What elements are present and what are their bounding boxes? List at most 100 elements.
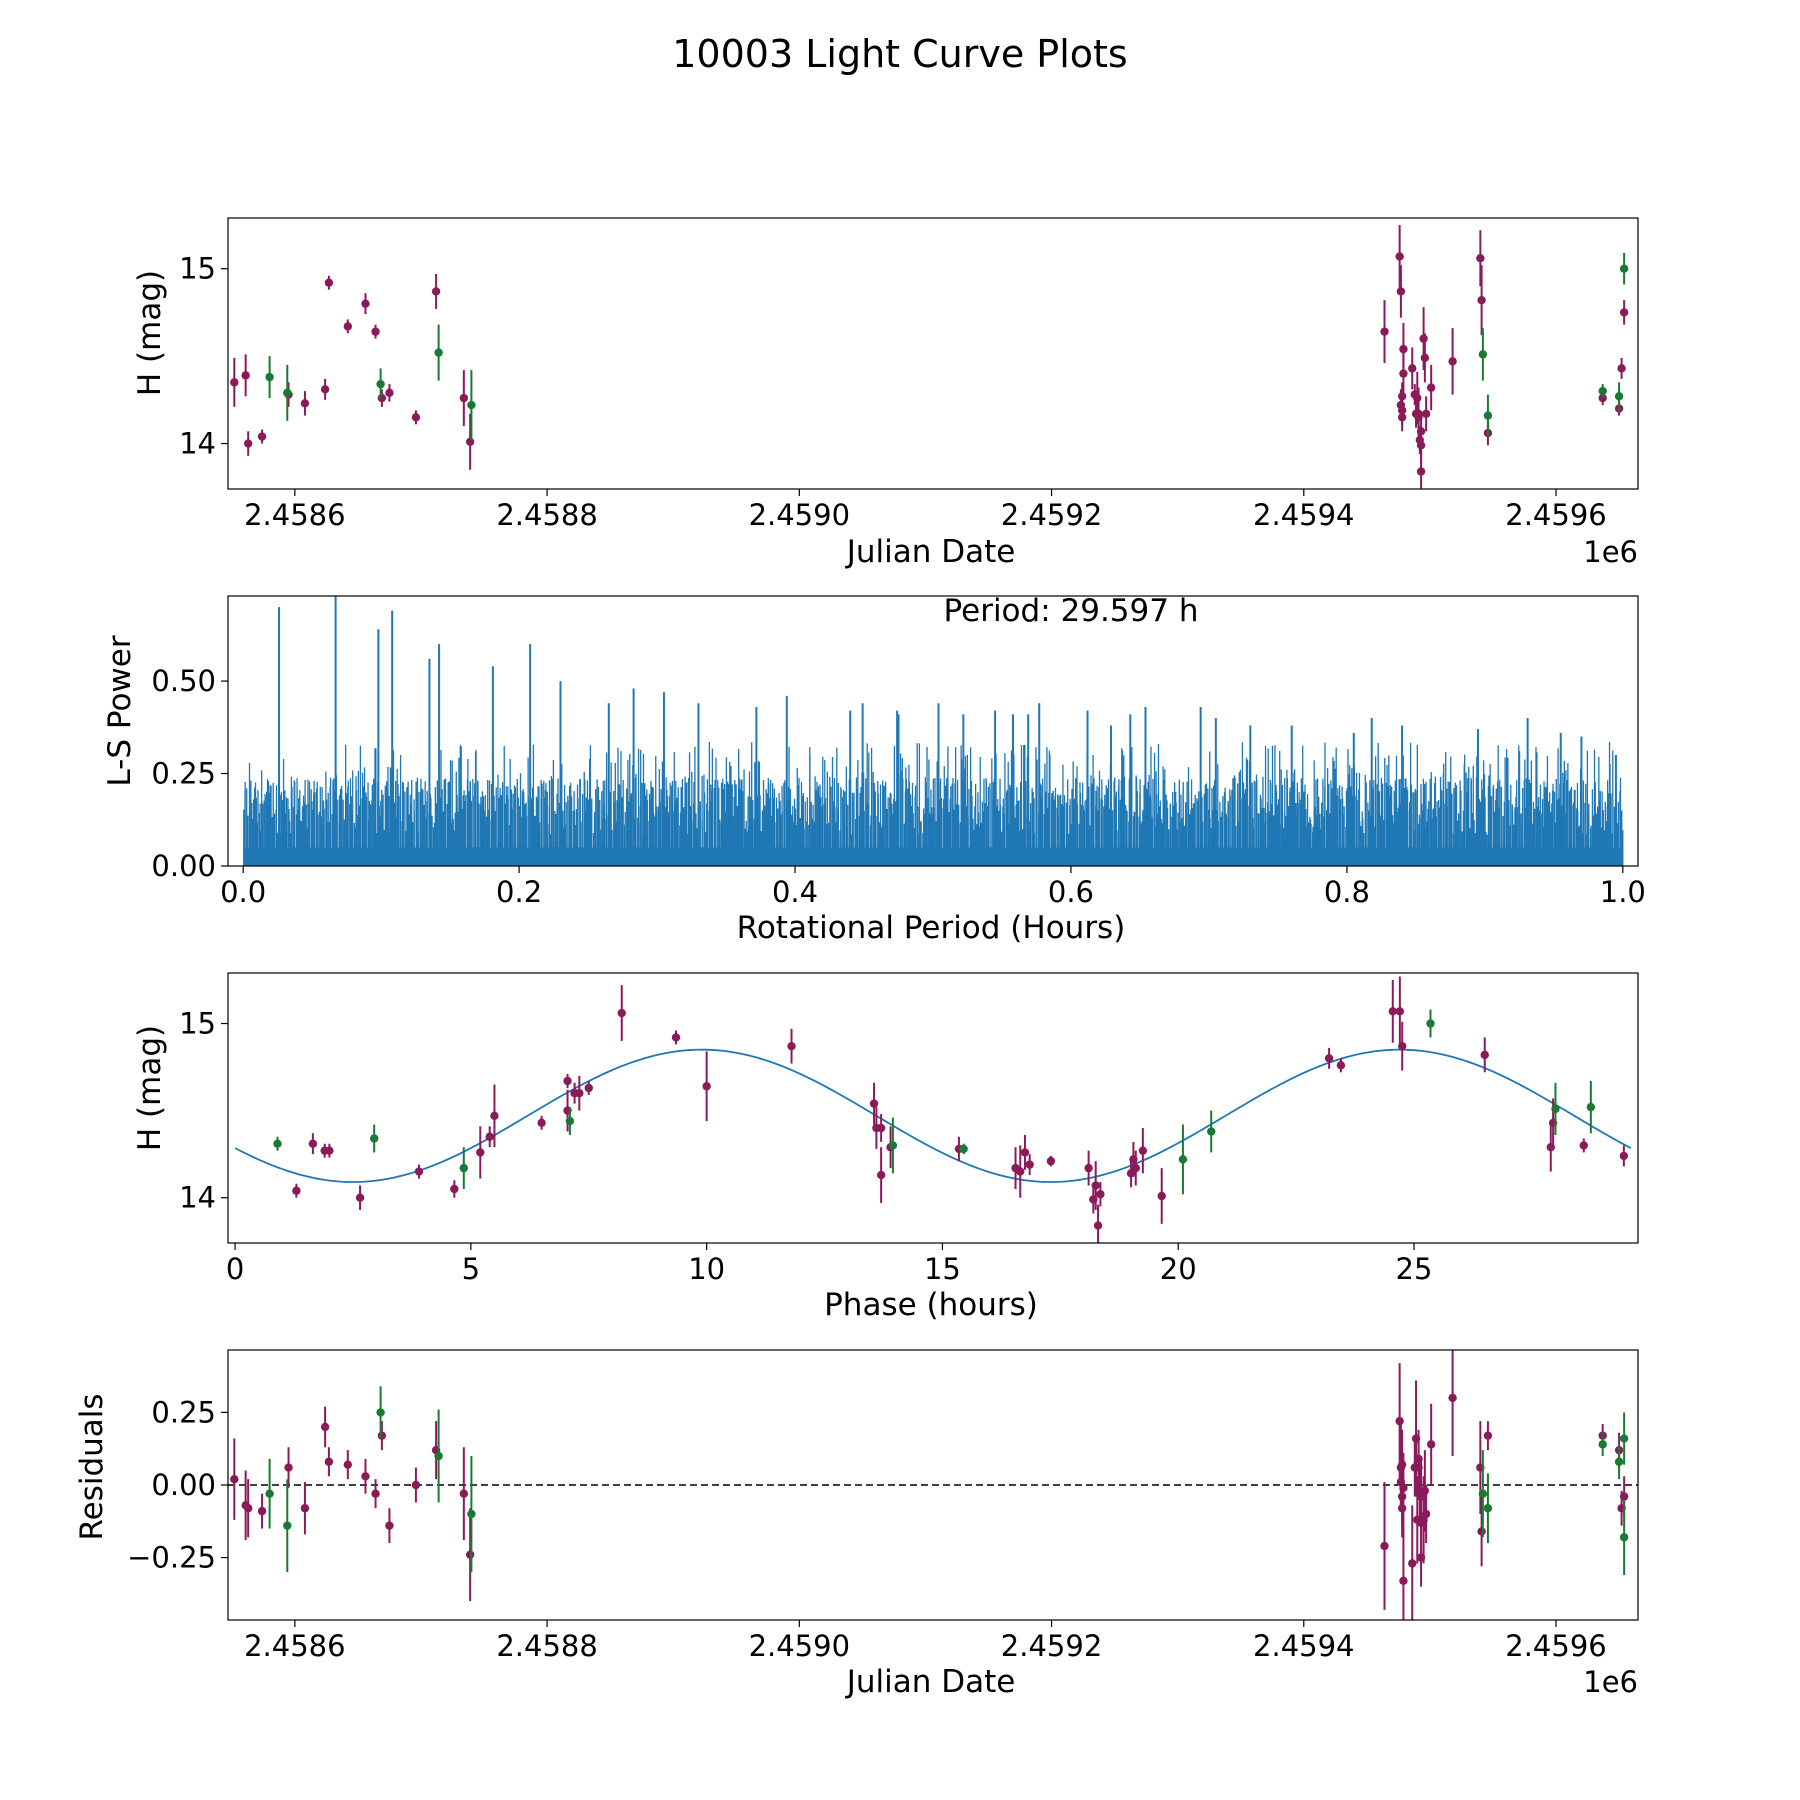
phased-point-green [273, 1139, 282, 1148]
residuals-point-green [283, 1521, 292, 1530]
phased-point-red [1084, 1163, 1093, 1173]
periodogram-ytick-label: 0.00 [151, 849, 216, 883]
lightcurve-point-red [1396, 287, 1406, 296]
phased-point-red [292, 1186, 301, 1195]
lightcurve-point-green [283, 388, 292, 398]
phased-point-green [888, 1141, 898, 1150]
phased-point-red [575, 1088, 584, 1098]
lightcurve-point-red [431, 287, 441, 296]
lightcurve-point-red [300, 399, 310, 408]
lightcurve-ytick-label: 14 [179, 427, 216, 461]
phased-point-red [476, 1148, 485, 1157]
lightcurve-point-green [1619, 264, 1629, 273]
residuals-point-red [243, 1504, 253, 1513]
residuals-point-red [230, 1474, 239, 1484]
lightcurve-panel: Julian Date H (mag) 1e6 2.4586 2.4588 2.45… [132, 217, 1639, 570]
residuals-point-red [1395, 1416, 1404, 1426]
residuals-point-green [1598, 1440, 1607, 1449]
residuals-xtick-label: 2.4590 [749, 1629, 850, 1663]
residuals-point-red [1421, 1509, 1431, 1519]
phased-point-red [1131, 1163, 1140, 1173]
periodogram-xtick-label: 0.2 [496, 875, 542, 909]
lightcurve-xtick-label: 2.4594 [1253, 498, 1354, 532]
phased-point-red [325, 1146, 334, 1155]
phased-point-red [537, 1118, 546, 1128]
figure-title: 10003 Light Curve Plots [672, 32, 1127, 76]
residuals-point-green [376, 1408, 385, 1417]
lightcurve-point-green [265, 372, 274, 382]
lightcurve-frame [227, 217, 1639, 490]
lightcurve-point-red [371, 327, 380, 336]
residuals-point-green [1614, 1457, 1624, 1466]
phased-point-green [565, 1116, 575, 1126]
lightcurve-point-red [1380, 327, 1389, 336]
phased-point-red [671, 1033, 681, 1042]
lightcurve-point-red [385, 388, 394, 398]
residuals-point-red [1483, 1431, 1493, 1440]
lightcurve-point-red [241, 371, 250, 380]
periodogram-power-body [243, 741, 1624, 866]
phased-xlabel: Phase (hours) [824, 1287, 1038, 1323]
lightcurve-point-red [1448, 357, 1457, 366]
lightcurve-point-red [465, 437, 475, 446]
lightcurve-offset-text: 1e6 [1583, 535, 1638, 569]
period-annotation: Period: 29.597 h [944, 593, 1199, 629]
residuals-point-red [1399, 1576, 1408, 1586]
lightcurve-ylabel: H (mag) [132, 270, 168, 396]
phased-point-red [876, 1123, 886, 1133]
residuals-point-red [1477, 1527, 1486, 1536]
residuals-ylabel: Residuals [74, 1393, 110, 1540]
phased-point-green [1586, 1102, 1596, 1112]
lightcurve-point-red [324, 278, 334, 287]
phased-point-red [490, 1111, 499, 1121]
residuals-point-red [320, 1422, 330, 1432]
residuals-point-red [459, 1489, 469, 1498]
residuals-xtick-label: 2.4596 [1505, 1629, 1606, 1663]
lightcurve-point-red [1617, 364, 1626, 373]
phased-plot-area [234, 976, 1632, 1243]
residuals-point-red [324, 1457, 334, 1466]
phased-xtick-label: 0 [226, 1252, 244, 1286]
lightcurve-point-red [1395, 252, 1404, 261]
phased-point-red [1091, 1181, 1100, 1190]
residuals-point-red [1397, 1460, 1407, 1469]
residuals-point-red [1420, 1486, 1430, 1496]
residuals-point-green [1619, 1434, 1629, 1443]
phased-point-red [1025, 1160, 1034, 1169]
residuals-point-red [377, 1431, 387, 1440]
phased-point-red [1020, 1148, 1030, 1157]
residuals-point-red [1399, 1483, 1408, 1493]
lightcurve-xtick-label: 2.4590 [749, 498, 850, 532]
phased-point-red [1388, 1007, 1397, 1016]
lightcurve-point-red [230, 378, 239, 387]
lightcurve-point-red [411, 413, 421, 422]
phased-point-red [485, 1132, 494, 1141]
residuals-panel: Julian Date Residuals 1e6 2.4586 2.4588 2.… [74, 1349, 1639, 1700]
phased-point-red [563, 1076, 572, 1086]
lightcurve-point-red [320, 385, 330, 394]
phased-point-red [1619, 1151, 1629, 1161]
periodogram-ylabel: L-S Power [102, 635, 138, 786]
lightcurve-point-green [434, 348, 443, 357]
residuals-point-red [1619, 1492, 1629, 1501]
residuals-xlabel: Julian Date [845, 1664, 1016, 1700]
phased-point-red [702, 1082, 711, 1091]
residuals-point-red [300, 1504, 310, 1513]
phased-point-green [1207, 1127, 1216, 1136]
residuals-point-red [361, 1472, 370, 1481]
lightcurve-point-red [1419, 334, 1428, 343]
lightcurve-point-red [1416, 467, 1426, 476]
residuals-point-red [411, 1480, 421, 1490]
periodogram-ytick-label: 0.50 [151, 664, 216, 698]
lightcurve-xtick-label: 2.4588 [496, 498, 597, 532]
phased-point-red [450, 1184, 459, 1194]
residuals-point-green [1483, 1504, 1493, 1513]
residuals-ytick-label: 0.25 [151, 1395, 216, 1429]
periodogram-frame [227, 595, 1639, 867]
phased-point-red [1395, 1007, 1405, 1016]
lightcurve-point-red [377, 393, 387, 403]
lightcurve-point-green [1478, 350, 1488, 359]
phased-point-red [414, 1167, 424, 1176]
